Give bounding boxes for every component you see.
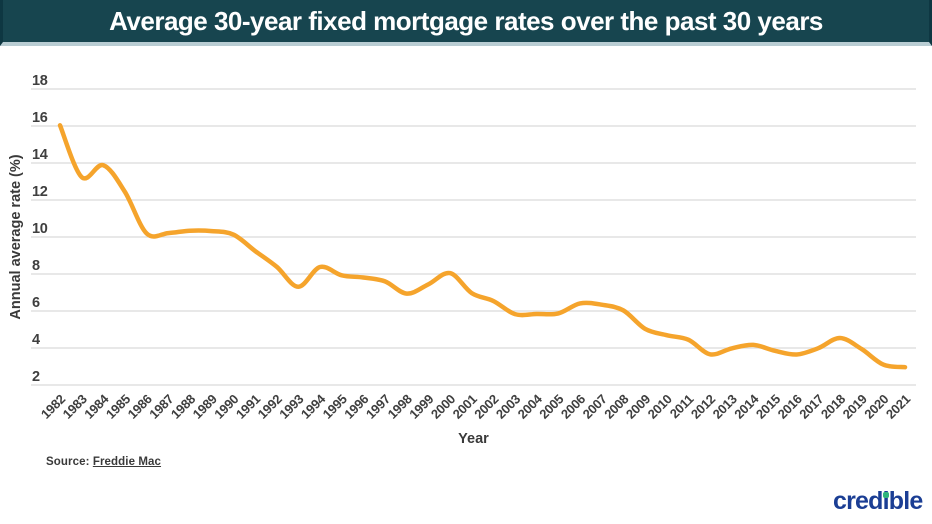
y-tick-label: 16 [32, 110, 48, 126]
source-attribution: Source: Freddie Mac [46, 456, 161, 468]
chart-title-bar: Average 30-year fixed mortgage rates ove… [0, 0, 932, 46]
rate-line [57, 123, 908, 370]
y-tick-labels: 2 4 6 8 10 12 14 16 18 [32, 73, 48, 385]
source-label: Source: [46, 456, 90, 468]
page-title: Average 30-year fixed mortgage rates ove… [109, 5, 823, 36]
logo-text-post: ble [888, 487, 924, 515]
x-tick-labels: 1982198319841985198619871988198919901991… [38, 391, 913, 422]
y-tick-label: 10 [32, 221, 48, 237]
y-tick-label: 18 [32, 73, 48, 89]
y-gridlines [31, 88, 916, 386]
logo-letter-i: i [882, 487, 890, 515]
credible-logo: credi ble [833, 489, 923, 514]
y-tick-label: 6 [32, 295, 40, 311]
logo-text-pre: cred [833, 487, 883, 515]
y-tick-label: 14 [32, 147, 48, 163]
y-tick-label: 4 [32, 332, 40, 348]
y-tick-label: 12 [32, 184, 48, 200]
logo-green-dot [883, 491, 890, 498]
source-link-freddie-mac[interactable]: Freddie Mac [92, 456, 162, 468]
y-tick-label: 2 [32, 369, 40, 385]
x-axis-title: Year [458, 431, 489, 447]
y-tick-label: 8 [32, 258, 40, 274]
x-tick-label: 2021 [883, 391, 913, 421]
y-axis-title: Annual average rate (%) [8, 154, 24, 319]
